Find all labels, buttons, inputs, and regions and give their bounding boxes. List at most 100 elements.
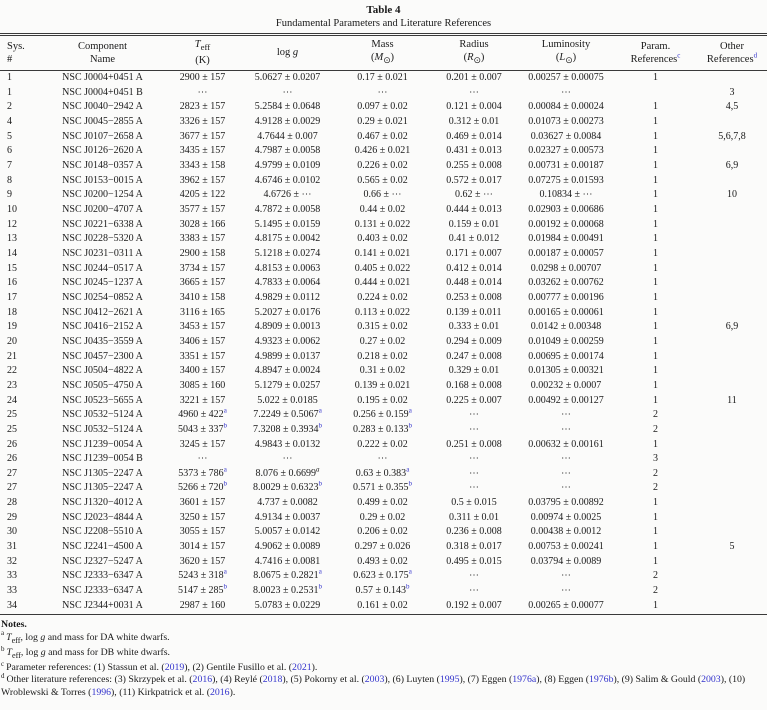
table-cell: 1	[653, 262, 658, 274]
reference-link[interactable]: 1995	[439, 674, 460, 686]
reference-link[interactable]: 1976b	[588, 674, 614, 686]
footnote-link[interactable]: a	[406, 466, 410, 474]
table-cell: 2	[7, 101, 12, 113]
table-cell: 1	[653, 277, 658, 289]
table-cell: 2	[653, 409, 658, 421]
table-cell: 5	[7, 130, 12, 142]
reference-link[interactable]: 2016	[192, 674, 213, 686]
table-cell: 2900 ± 158	[179, 247, 226, 259]
note-marker: b	[1, 644, 5, 653]
table-cell: 1	[653, 130, 658, 142]
table-cell: 5.2584 ± 0.0648	[254, 101, 321, 113]
footnote-link[interactable]: d	[753, 51, 758, 60]
table-cell: 5373 ± 786a	[178, 466, 227, 479]
table-cell: ⋯	[561, 453, 571, 465]
table-cell: 21	[7, 350, 17, 362]
table-cell: 4.8175 ± 0.0042	[254, 233, 321, 245]
table-cell	[697, 423, 767, 438]
footnote-link[interactable]: a	[318, 569, 322, 577]
reference-link[interactable]: 2003	[701, 674, 721, 686]
footnote-link[interactable]: a	[223, 466, 227, 474]
table-cell: NSC J0416−2152 A	[62, 321, 143, 333]
table-cell: 0.00777 ± 0.00196	[528, 291, 604, 303]
reference-link[interactable]: 2018	[262, 674, 283, 686]
table-cell: 4.9323 ± 0.0062	[254, 335, 321, 347]
table-cell: 4.737 ± 0.0082	[257, 497, 318, 509]
table-cell: NSC J0435−3559 A	[62, 335, 143, 347]
reference-link[interactable]: 2016	[209, 686, 230, 698]
reference-link[interactable]: 2019	[164, 662, 185, 674]
table-cell	[697, 555, 767, 570]
footnote-link[interactable]: a	[408, 569, 412, 577]
table-cell: 4.9829 ± 0.0112	[254, 291, 321, 303]
table-cell: 0.201 ± 0.007	[446, 72, 502, 84]
notes-label: Notes.	[1, 619, 27, 631]
footnote-link[interactable]: b	[318, 422, 323, 430]
table-cell: 0.00257 ± 0.00075	[528, 72, 604, 84]
footnote-link[interactable]: b	[318, 481, 323, 489]
footnote-link[interactable]: b	[406, 584, 410, 591]
table-cell: 1	[653, 116, 658, 128]
table-cell: 5	[729, 541, 735, 553]
table-cell: 3055 ± 157	[179, 526, 226, 538]
table-cell: 0.00974 ± 0.0025	[530, 511, 602, 523]
footnote-link[interactable]: b	[318, 584, 323, 591]
table-cell: 3577 ± 157	[179, 204, 226, 215]
reference-link[interactable]: 2021	[292, 662, 312, 674]
footnote-link[interactable]: b	[223, 481, 228, 489]
column-header: Teff (K)	[165, 34, 240, 72]
table-cell: 5266 ± 720b	[178, 481, 228, 494]
table-cell: 1	[653, 218, 658, 230]
table-cell: 34	[0, 598, 40, 616]
table-cell: 0.283 ± 0.133b	[353, 422, 413, 435]
column-header: Sys. #	[0, 34, 40, 72]
table-cell	[697, 408, 767, 423]
table-cell: ⋯	[561, 423, 571, 435]
footnote-link[interactable]: b	[223, 584, 228, 591]
table-cell: 3116 ± 165	[179, 306, 226, 318]
reference-link[interactable]: 1996	[91, 686, 112, 698]
footnote-link[interactable]: a	[223, 569, 227, 577]
table-cell: NSC J1305−2247 A	[62, 467, 143, 479]
footnote-link[interactable]: a	[223, 408, 227, 415]
table-cell: 0.333 ± 0.01	[448, 321, 500, 333]
table-number-title: Table 4	[366, 4, 401, 16]
table-header: Sys. # Component Name Teff (K) log g Mass (M⊙) Ra…	[0, 34, 767, 72]
table-cell: 3028 ± 166	[179, 218, 226, 230]
table-cell: 0.318 ± 0.017	[446, 541, 502, 553]
footnote-link[interactable]: b	[408, 481, 413, 489]
table-cell: 3962 ± 157	[179, 174, 226, 186]
table-cell: 0.405 ± 0.022	[354, 262, 411, 274]
table-row: 2 NSC J0040−2942 A 2823 ± 157 5.2584 ± 0.06…	[0, 100, 767, 115]
table-cell: 3410 ± 158	[179, 291, 226, 303]
table-cell	[697, 144, 767, 159]
footnote-link[interactable]: b	[223, 422, 228, 430]
table-cell: ⋯	[561, 467, 571, 479]
footnote-link[interactable]: a	[408, 408, 412, 415]
table-cell: 5243 ± 318a	[178, 569, 227, 582]
table-cell: 0.571 ± 0.355b	[353, 481, 413, 494]
footnote-link[interactable]: a	[318, 408, 322, 415]
reference-link[interactable]: 2003	[364, 674, 385, 686]
table-cell: 7.3208 ± 0.3934b	[253, 422, 323, 435]
table-cell: 0.29 ± 0.02	[359, 511, 406, 523]
table-row: 20 NSC J0435−3559 A 3406 ± 157 4.9323 ± 0.0…	[0, 335, 767, 350]
note-marker: a	[1, 629, 5, 638]
note-marker: d	[1, 672, 5, 681]
table-cell: 4.9843 ± 0.0132	[254, 438, 321, 450]
fundamental-parameters-table: Sys. # Component Name Teff (K) log g Mass (M⊙) Ra…	[0, 33, 767, 616]
table-cell: 0.294 ± 0.009	[446, 335, 502, 347]
notes-items: a Teff, log g and mass for DA white dwarf…	[1, 629, 765, 699]
table-cell: 0.02903 ± 0.00686	[528, 204, 604, 215]
footnote-link[interactable]: b	[408, 422, 413, 430]
table-cell: NSC J0040−2942 A	[62, 101, 143, 113]
table-cell: ⋯	[561, 585, 571, 597]
column-header: Other Referencesd	[697, 34, 767, 72]
footnote-link[interactable]: c	[677, 51, 681, 60]
table-cell: 3	[729, 86, 735, 98]
table-cell: 4.7833 ± 0.0064	[254, 277, 321, 289]
table-cell: 0.00695 ± 0.00174	[528, 350, 604, 362]
table-cell: 22	[7, 365, 17, 377]
table-cell: 3085 ± 160	[179, 379, 226, 391]
reference-link[interactable]: 1976a	[512, 674, 537, 686]
